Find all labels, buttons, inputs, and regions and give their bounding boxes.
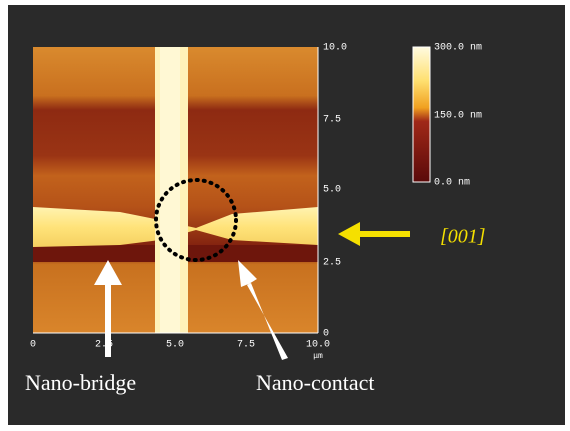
x-tick-label: 10.0	[306, 340, 330, 351]
y-tick-label: 5.0	[323, 185, 341, 196]
colorbar-label: 300.0 nm	[434, 43, 482, 54]
y-tick-label: 0	[323, 329, 329, 340]
direction-label: [001]	[440, 226, 486, 248]
figure: 10.0 7.5 5.0 2.5 0 0 2.5 5.0 7.5 10.0 μm…	[0, 0, 570, 431]
contact-label: Nano-contact	[256, 370, 375, 395]
y-tick-label: 2.5	[323, 258, 341, 269]
x-tick-label: 0	[30, 340, 36, 351]
colorbar-scale	[413, 47, 430, 182]
y-tick-label: 10.0	[323, 43, 347, 54]
afm-image	[33, 47, 318, 333]
x-tick-label: 5.0	[166, 340, 184, 351]
colorbar-label: 150.0 nm	[434, 111, 482, 122]
page: {"image": {"y_axis_ticks": ["10.0", "7.5…	[0, 0, 570, 431]
bridge-label: Nano-bridge	[25, 370, 136, 395]
x-tick-label: 7.5	[237, 340, 255, 351]
colorbar-label: 0.0 nm	[434, 178, 470, 189]
x-axis-unit: μm	[313, 352, 323, 361]
y-tick-label: 7.5	[323, 115, 341, 126]
